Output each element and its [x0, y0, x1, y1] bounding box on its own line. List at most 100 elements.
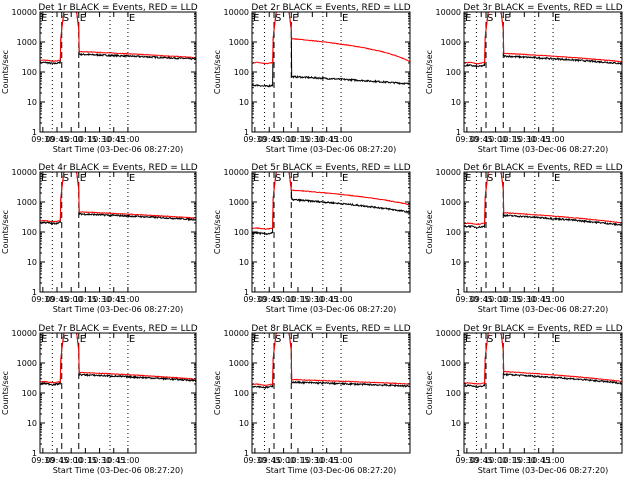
series-events-line: [40, 333, 196, 386]
y-axis-label: Counts/sec: [213, 50, 222, 94]
panel-title: Det 7r BLACK = Events, RED = LLD: [38, 324, 197, 334]
axes-frame: [463, 171, 623, 293]
x-tick-label: 11:00: [330, 456, 353, 465]
y-axis-label: Counts/sec: [213, 210, 222, 254]
panel-3: E S E E11010010001000009:3009:4510:0010:151…: [425, 3, 623, 154]
axes-frame: [39, 171, 197, 293]
y-axis-label: Counts/sec: [1, 210, 10, 254]
y-tick-label: 1: [32, 288, 37, 297]
x-axis-label: Start Time (03-Dec-06 08:27:20): [478, 466, 609, 475]
x-tick-label: 11:00: [542, 456, 565, 465]
marker-label: E: [80, 13, 86, 24]
marker-label: E: [80, 173, 86, 184]
x-axis-label: Start Time (03-Dec-06 08:27:20): [478, 145, 609, 154]
series-events-line: [464, 12, 622, 69]
y-axis-label: Counts/sec: [425, 50, 434, 94]
y-tick-label: 1000: [17, 359, 37, 368]
series-events-line: [252, 172, 410, 236]
y-tick-label: 10000: [224, 329, 249, 338]
panel-5: E S E E11010010001000009:3009:4510:0010:151…: [213, 163, 411, 314]
x-tick-label: 09:30: [31, 295, 54, 304]
x-tick-label: 09:30: [243, 295, 266, 304]
y-tick-label: 1: [456, 449, 461, 458]
marker-label: S: [487, 13, 493, 24]
series-events-line: [464, 333, 622, 389]
y-tick-label: 10000: [436, 8, 461, 17]
marker-label: E: [129, 334, 135, 345]
x-axis-label: Start Time (03-Dec-06 08:27:20): [266, 145, 397, 154]
marker-label: E: [253, 13, 259, 24]
panel-title: Det 4r BLACK = Events, RED = LLD: [38, 163, 197, 173]
panel-title: Det 9r BLACK = Events, RED = LLD: [463, 324, 622, 334]
marker-label: E: [342, 173, 348, 184]
series-events-line: [252, 333, 410, 390]
series-lld-line: [40, 333, 196, 384]
y-tick-label: 10000: [436, 329, 461, 338]
x-tick-label: 10:45: [315, 295, 338, 304]
series-events-line: [40, 12, 196, 65]
x-tick-label: 11:00: [330, 135, 353, 144]
x-tick-label: 10:15: [498, 295, 521, 304]
marker-label: E: [41, 334, 47, 345]
marker-label: S: [487, 173, 493, 184]
y-tick-label: 100: [22, 228, 37, 237]
y-tick-label: 1: [456, 288, 461, 297]
y-tick-label: 1000: [229, 38, 249, 47]
x-tick-label: 09:45: [258, 456, 281, 465]
x-axis-label: Start Time (03-Dec-06 08:27:20): [53, 305, 184, 314]
y-tick-label: 1000: [229, 198, 249, 207]
y-tick-label: 10000: [12, 168, 37, 177]
x-tick-label: 10:30: [301, 135, 324, 144]
marker-label: E: [292, 334, 298, 345]
x-tick-label: 10:00: [484, 295, 507, 304]
marker-label: E: [554, 173, 560, 184]
y-tick-label: 1: [32, 128, 37, 137]
x-tick-label: 10:00: [60, 135, 83, 144]
y-tick-label: 100: [22, 389, 37, 398]
x-tick-label: 11:00: [542, 135, 565, 144]
x-tick-label: 10:00: [484, 135, 507, 144]
x-axis-label: Start Time (03-Dec-06 08:27:20): [53, 466, 184, 475]
series-events-line: [40, 172, 196, 226]
panel-7: E S E E11010010001000009:3009:4510:0010:151…: [1, 324, 198, 475]
y-tick-label: 100: [22, 68, 37, 77]
x-tick-label: 10:15: [74, 456, 97, 465]
x-tick-label: 09:45: [470, 456, 493, 465]
axes-frame: [251, 332, 411, 454]
y-tick-label: 10: [451, 258, 461, 267]
panel-1: E S E E11010010001000009:3009:4510:0010:151…: [1, 3, 198, 154]
x-tick-label: 09:45: [45, 295, 68, 304]
x-tick-label: 10:45: [102, 135, 125, 144]
y-tick-label: 1000: [229, 359, 249, 368]
x-tick-label: 11:00: [330, 295, 353, 304]
axes-frame: [463, 11, 623, 133]
series-events-line: [464, 172, 622, 229]
marker-label: E: [504, 173, 510, 184]
x-tick-label: 10:15: [498, 135, 521, 144]
x-tick-label: 10:00: [272, 295, 295, 304]
marker-label: E: [554, 13, 560, 24]
panel-title: Det 6r BLACK = Events, RED = LLD: [463, 163, 622, 173]
panel-6: E S E E11010010001000009:3009:4510:0010:151…: [425, 163, 623, 314]
y-axis-label: Counts/sec: [425, 210, 434, 254]
marker-label: E: [504, 13, 510, 24]
y-tick-label: 1: [244, 128, 249, 137]
x-tick-label: 10:15: [74, 295, 97, 304]
y-tick-label: 10: [27, 98, 37, 107]
x-tick-label: 11:00: [116, 135, 139, 144]
x-tick-label: 10:45: [315, 456, 338, 465]
series-lld-line: [252, 12, 410, 65]
marker-label: S: [63, 334, 69, 345]
series-events-line: [252, 12, 410, 88]
y-tick-label: 10: [451, 419, 461, 428]
x-tick-label: 09:30: [243, 135, 266, 144]
x-tick-label: 09:45: [258, 295, 281, 304]
x-tick-label: 10:30: [88, 456, 111, 465]
x-tick-label: 10:00: [484, 456, 507, 465]
y-tick-label: 100: [234, 68, 249, 77]
x-tick-label: 10:45: [527, 456, 550, 465]
x-tick-label: 09:30: [455, 456, 478, 465]
marker-label: S: [63, 13, 69, 24]
y-tick-label: 1000: [17, 198, 37, 207]
